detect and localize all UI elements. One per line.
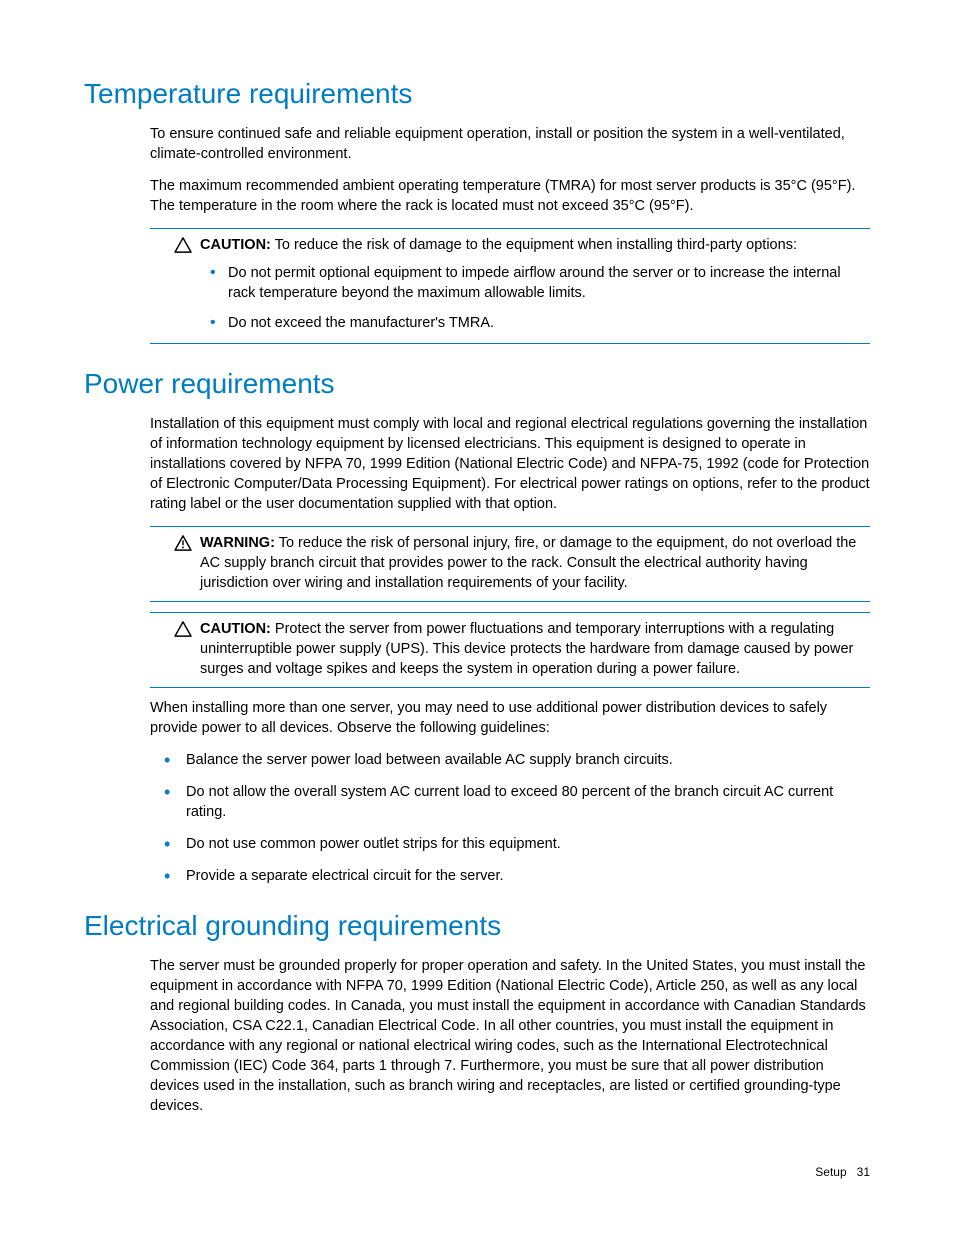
paragraph: To ensure continued safe and reliable eq… (150, 124, 870, 164)
caution-label: CAUTION: (200, 621, 271, 637)
power-body: Installation of this equipment must comp… (150, 414, 870, 514)
temperature-body: To ensure continued safe and reliable eq… (150, 124, 870, 216)
warning-callout-power: WARNING: To reduce the risk of personal … (150, 526, 870, 602)
list-item: Do not exceed the manufacturer's TMRA. (218, 313, 870, 333)
warning-label: WARNING: (200, 535, 275, 551)
power-guidelines-list: Balance the server power load between av… (150, 750, 870, 886)
heading-temperature: Temperature requirements (84, 78, 870, 110)
warning-body-text: To reduce the risk of personal injury, f… (200, 535, 856, 591)
caution-lead-text: To reduce the risk of damage to the equi… (275, 237, 797, 253)
caution-callout-temperature: CAUTION: To reduce the risk of damage to… (150, 228, 870, 344)
document-page: Temperature requirements To ensure conti… (0, 0, 954, 1168)
caution-bullet-list: Do not permit optional equipment to impe… (200, 263, 870, 333)
caution-text: CAUTION: Protect the server from power f… (200, 619, 870, 679)
heading-grounding: Electrical grounding requirements (84, 910, 870, 942)
caution-icon (150, 235, 190, 253)
footer-page-number: 31 (857, 1165, 870, 1179)
caution-callout-power: CAUTION: Protect the server from power f… (150, 612, 870, 688)
caution-lead: CAUTION: To reduce the risk of damage to… (200, 235, 870, 255)
warning-icon (150, 533, 190, 551)
list-item: Do not use common power outlet strips fo… (186, 834, 870, 854)
warning-text: WARNING: To reduce the risk of personal … (200, 533, 870, 593)
caution-icon (150, 619, 190, 637)
paragraph: Installation of this equipment must comp… (150, 414, 870, 514)
caution-body-text: Protect the server from power fluctuatio… (200, 621, 853, 677)
paragraph: The server must be grounded properly for… (150, 956, 870, 1116)
grounding-body: The server must be grounded properly for… (150, 956, 870, 1116)
list-item: Do not allow the overall system AC curre… (186, 782, 870, 822)
caution-label: CAUTION: (200, 237, 271, 253)
power-after: When installing more than one server, yo… (150, 698, 870, 738)
footer-section: Setup (815, 1165, 846, 1179)
paragraph: When installing more than one server, yo… (150, 698, 870, 738)
list-item: Provide a separate electrical circuit fo… (186, 866, 870, 886)
list-item: Do not permit optional equipment to impe… (218, 263, 870, 303)
list-item: Balance the server power load between av… (186, 750, 870, 770)
paragraph: The maximum recommended ambient operatin… (150, 176, 870, 216)
heading-power: Power requirements (84, 368, 870, 400)
page-footer: Setup 31 (815, 1165, 870, 1179)
